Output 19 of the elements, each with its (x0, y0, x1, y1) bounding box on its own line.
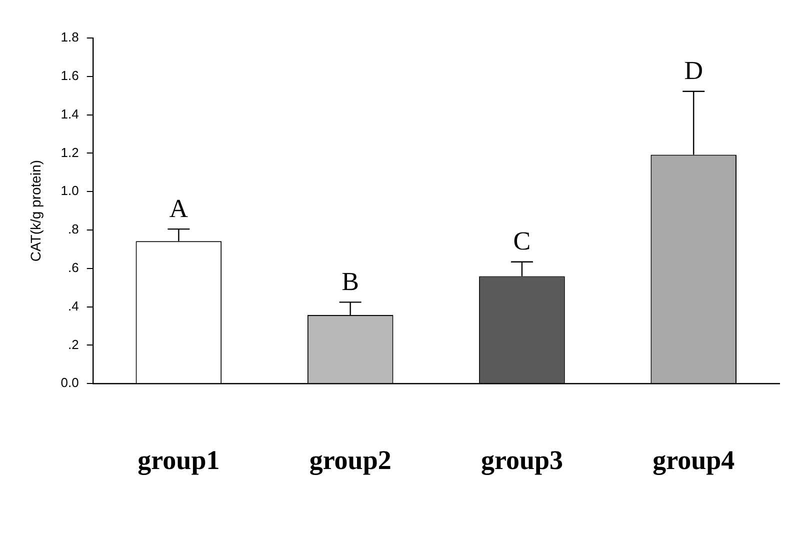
y-tick-label: 1.0 (60, 183, 79, 198)
annotation: A (169, 194, 188, 223)
annotation: C (513, 226, 531, 256)
y-tick-label: 1.4 (60, 106, 79, 122)
y-tick-label: 1.8 (60, 30, 79, 45)
annotation: D (684, 56, 703, 86)
y-tick-label: 1.2 (60, 144, 79, 160)
y-tick-label: .8 (68, 222, 79, 237)
y-axis-title: CAT(k/g protein) (27, 160, 44, 262)
x-tick-label: group2 (309, 444, 392, 475)
y-tick-label: .6 (68, 260, 79, 275)
y-tick-label: 0.0 (60, 375, 79, 390)
x-tick-label: group3 (480, 444, 563, 475)
y-tick-label: .4 (68, 298, 79, 314)
x-tick-label: group4 (652, 444, 735, 475)
annotation: B (342, 267, 360, 296)
x-tick-label: group1 (138, 444, 220, 475)
y-tick-label: .2 (68, 336, 79, 352)
y-tick-label: 1.6 (60, 68, 79, 83)
